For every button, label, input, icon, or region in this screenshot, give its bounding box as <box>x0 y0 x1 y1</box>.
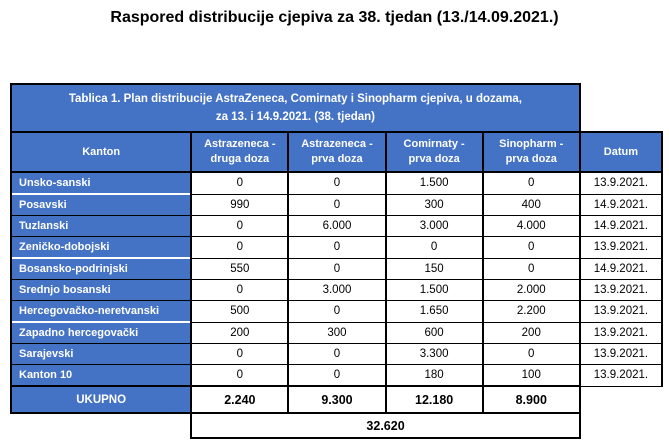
row-label: Bosansko-podrinjski <box>9 257 193 280</box>
page-title: Raspored distribucije cjepiva za 38. tje… <box>110 9 559 26</box>
totals-label: UKUPNO <box>9 385 193 414</box>
cell-value: 3.300 <box>384 343 484 365</box>
grand-total-right-spacer <box>579 413 662 438</box>
grand-total-left-spacer <box>11 413 192 438</box>
cell-value: 1.500 <box>384 171 484 195</box>
cell-value: 0 <box>190 343 290 365</box>
cell-value: 180 <box>384 364 484 387</box>
table-row-hercegovacko-neretvanski: Hercegovačko-neretvanski 500 0 1.650 2.2… <box>9 300 664 323</box>
cell-value: 0 <box>287 193 387 216</box>
cell-value: 0 <box>287 171 387 195</box>
cell-value: 0 <box>190 279 290 301</box>
document-page: Raspored distribucije cjepiva za 38. tje… <box>0 9 669 444</box>
cell-value: 0 <box>481 236 581 259</box>
cell-value: 0 <box>190 236 290 259</box>
cell-value: 0 <box>481 257 581 280</box>
cell-date: 13.9.2021. <box>578 364 664 387</box>
caption-spacer <box>579 84 662 132</box>
cell-value: 0 <box>384 236 484 259</box>
cell-value: 0 <box>190 171 290 195</box>
row-label: Sarajevski <box>9 343 193 365</box>
cell-value: 400 <box>481 193 581 216</box>
cell-value: 2.000 <box>481 279 581 301</box>
grand-total-value: 32.620 <box>190 412 581 439</box>
cell-value: 200 <box>190 321 290 344</box>
cell-date: 14.9.2021. <box>578 215 664 237</box>
column-header-astrazeneca-druga: Astrazeneca - druga doza <box>190 131 290 173</box>
table-row-tuzlanski: Tuzlanski 0 6.000 3.000 4.000 14.9.2021. <box>9 215 664 237</box>
cell-value: 6.000 <box>287 215 387 237</box>
cell-value: 1.650 <box>384 300 484 323</box>
row-label: Zapadno hercegovački <box>9 321 193 344</box>
cell-value: 0 <box>190 364 290 387</box>
cell-date: 13.9.2021. <box>578 300 664 323</box>
table-row-unsko-sanski: Unsko-sanski 0 0 1.500 0 13.9.2021. <box>9 171 664 195</box>
cell-value: 0 <box>287 343 387 365</box>
table-caption-line1: Tablica 1. Plan distribucije AstraZeneca… <box>68 92 522 105</box>
column-header-kanton: Kanton <box>9 131 193 173</box>
totals-row: UKUPNO 2.240 9.300 12.180 8.900 <box>9 385 662 414</box>
cell-value: 0 <box>190 215 290 237</box>
cell-value: 100 <box>481 364 581 387</box>
cell-value: 3.000 <box>384 215 484 237</box>
cell-value: 300 <box>384 193 484 216</box>
grand-total-row: 32.620 <box>11 412 662 439</box>
table-caption-line2: za 13. i 14.9.2021. (38. tjedan) <box>215 111 375 123</box>
row-label: Srednjo bosanski <box>9 279 193 301</box>
cell-value: 4.000 <box>481 215 581 237</box>
row-label: Kanton 10 <box>9 364 193 387</box>
column-header-comirnaty-prva: Comirnaty - prva doza <box>384 131 484 173</box>
cell-value: 0 <box>287 300 387 323</box>
column-header-astrazeneca-prva: Astrazeneca - prva doza <box>287 131 387 173</box>
cell-value: 500 <box>190 300 290 323</box>
cell-value: 1.500 <box>384 279 484 301</box>
cell-date: 13.9.2021. <box>578 236 664 259</box>
cell-value: 2.200 <box>481 300 581 323</box>
cell-date: 13.9.2021. <box>578 343 664 365</box>
header-row: Kanton Astrazeneca - druga doza Astrazen… <box>9 131 664 173</box>
table-row-srednjo-bosanski: Srednjo bosanski 0 3.000 1.500 2.000 13.… <box>9 279 664 301</box>
total-value: 9.300 <box>287 385 387 414</box>
row-label: Hercegovačko-neretvanski <box>9 300 193 323</box>
cell-date: 14.9.2021. <box>578 257 664 280</box>
table-row-posavski: Posavski 990 0 300 400 14.9.2021. <box>9 193 664 216</box>
row-label: Zeničko-dobojski <box>9 236 193 259</box>
cell-value: 0 <box>481 343 581 365</box>
totals-datum-spacer <box>579 386 662 413</box>
cell-value: 990 <box>190 193 290 216</box>
total-value: 2.240 <box>190 385 290 414</box>
column-header-sinopharm-prva: Sinopharm - prva doza <box>481 131 581 173</box>
table-row-kanton-10: Kanton 10 0 0 180 100 13.9.2021. <box>9 364 664 387</box>
row-label: Posavski <box>9 193 193 216</box>
cell-value: 200 <box>481 321 581 344</box>
cell-value: 0 <box>287 257 387 280</box>
cell-value: 300 <box>287 321 387 344</box>
cell-value: 150 <box>384 257 484 280</box>
cell-date: 14.9.2021. <box>578 193 664 216</box>
table-row-zenicko-dobojski: Zeničko-dobojski 0 0 0 0 13.9.2021. <box>9 236 664 259</box>
cell-date: 13.9.2021. <box>578 171 664 195</box>
cell-value: 550 <box>190 257 290 280</box>
distribution-table: Tablica 1. Plan distribucije AstraZeneca… <box>9 83 664 439</box>
total-value: 12.180 <box>384 385 484 414</box>
cell-value: 0 <box>287 364 387 387</box>
cell-value: 0 <box>481 171 581 195</box>
cell-date: 13.9.2021. <box>578 279 664 301</box>
row-label: Tuzlanski <box>9 215 193 237</box>
total-value: 8.900 <box>481 385 581 414</box>
table-caption: Tablica 1. Plan distribucije AstraZeneca… <box>10 83 581 133</box>
table-row-sarajevski: Sarajevski 0 0 3.300 0 13.9.2021. <box>9 343 664 365</box>
cell-date: 13.9.2021. <box>578 321 664 344</box>
cell-value: 3.000 <box>287 279 387 301</box>
cell-value: 0 <box>287 236 387 259</box>
cell-value: 600 <box>384 321 484 344</box>
table-row-zapadno-hercegovacki: Zapadno hercegovački 200 300 600 200 13.… <box>9 321 664 344</box>
column-header-datum: Datum <box>578 131 664 173</box>
table-row-bosansko-podrinjski: Bosansko-podrinjski 550 0 150 0 14.9.202… <box>9 257 664 280</box>
caption-row: Tablica 1. Plan distribucije AstraZeneca… <box>10 83 662 133</box>
row-label: Unsko-sanski <box>9 171 193 195</box>
